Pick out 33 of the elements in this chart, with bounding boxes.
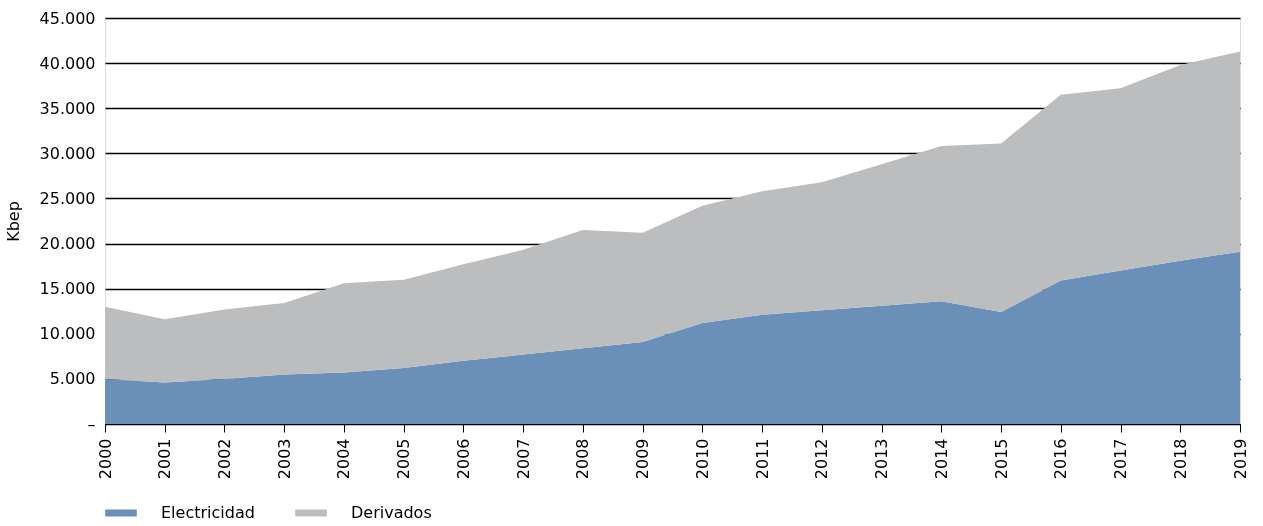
x-tick-label: 2019 (1230, 438, 1250, 480)
x-tick-label: 2005 (394, 438, 414, 480)
x-tick-label: 2006 (453, 438, 473, 480)
x-tick-label: 2010 (692, 438, 712, 480)
legend-label: Derivados (351, 503, 432, 522)
x-tick-label: 2003 (274, 438, 294, 480)
x-tick-label: 2018 (1170, 438, 1190, 480)
y-tick-label: 15.000 (39, 279, 96, 299)
x-tick-label: 2008 (573, 438, 593, 480)
y-tick-label: 40.000 (39, 53, 96, 73)
x-tick-label: 2012 (812, 438, 832, 480)
y-tick-label: 25.000 (39, 188, 96, 208)
x-tick-label: 2015 (991, 438, 1011, 480)
x-tick-label: 2017 (1111, 438, 1131, 480)
legend-label: Electricidad (161, 503, 255, 522)
x-tick-label: 2011 (752, 438, 772, 480)
y-tick-label: 45.000 (39, 8, 96, 28)
y-tick-label: 30.000 (39, 143, 96, 163)
y-tick-label: – (87, 414, 96, 434)
y-tick-label: 35.000 (39, 98, 96, 118)
y-tick-label: 20.000 (39, 234, 96, 254)
x-tick-label: 2001 (155, 438, 175, 480)
x-tick-label: 2009 (633, 438, 653, 480)
x-tick-label: 2002 (214, 438, 234, 480)
x-tick-label: 2014 (931, 438, 951, 480)
y-tick-label: 5.000 (49, 369, 96, 389)
x-tick-label: 2004 (334, 438, 354, 480)
x-tick-label: 2016 (1051, 438, 1071, 480)
y-tick-label: 10.000 (39, 324, 96, 344)
y-axis-title: Kbep (3, 201, 23, 242)
x-tick-label: 2013 (872, 438, 892, 480)
x-tick-label: 2007 (513, 438, 533, 480)
x-tick-label: 2000 (95, 438, 115, 480)
